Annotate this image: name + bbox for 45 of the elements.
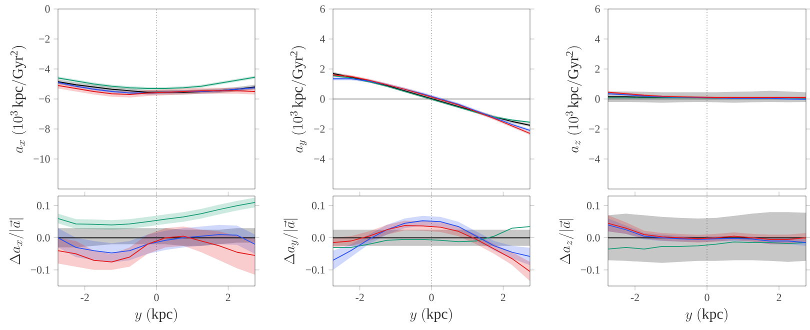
y-axis-title: $\Delta a_y/|\vec{a}|$ — [283, 218, 299, 264]
y-axis-title: $a_y\ (10^3\,\mathrm{kpc/Gyr^2})$ — [290, 46, 307, 153]
y-tick-label: 0 — [45, 5, 50, 13]
y-tick-label: 6 — [595, 5, 600, 13]
y-tick-label: −4 — [39, 65, 50, 73]
y-tick-label: 2 — [595, 65, 600, 73]
y-tick-label: 0.0 — [586, 234, 600, 242]
y-tick-label: 0.1 — [586, 202, 600, 210]
x-axis-title: $y\ (\mathrm{kpc})$ — [135, 308, 177, 322]
y-tick-label: −4 — [314, 155, 326, 163]
y-axis-title: $\Delta a_z/|\vec{a}|$ — [559, 218, 574, 264]
x-axis-title: $y\ (\mathrm{kpc})$ — [686, 308, 728, 322]
x-tick-label: 0 — [704, 294, 710, 302]
y-tick-label: 0 — [320, 95, 325, 103]
y-tick-label: −0.1 — [30, 266, 50, 274]
y-axis-title: $a_z\ (10^3\,\mathrm{kpc/Gyr^2})$ — [566, 46, 582, 152]
y-tick-label: 0.0 — [36, 234, 50, 242]
x-axis-title: $y\ (\mathrm{kpc})$ — [410, 308, 452, 322]
x-tick-label: -2 — [356, 294, 364, 302]
y-tick-label: −2 — [314, 125, 325, 133]
y-tick-label: −10 — [34, 155, 50, 163]
y-tick-label: −2 — [39, 35, 50, 43]
y-tick-label: 0.1 — [36, 202, 50, 210]
y-tick-label: 4 — [320, 35, 326, 43]
y-tick-label: 0.1 — [312, 202, 325, 210]
x-tick-label: 0 — [429, 294, 434, 302]
y-tick-label: −6 — [39, 95, 50, 103]
x-tick-label: 0 — [154, 294, 159, 302]
y-tick-label: −0.1 — [580, 266, 600, 274]
y-axis-title: $a_x\ (10^3\,\mathrm{kpc/Gyr^2})$ — [10, 46, 26, 153]
x-tick-label: -2 — [630, 294, 639, 302]
y-tick-label: 6 — [320, 5, 325, 13]
y-tick-label: −4 — [589, 155, 600, 163]
x-tick-label: 2 — [500, 294, 506, 302]
x-tick-label: 2 — [226, 294, 230, 302]
x-tick-label: 2 — [776, 294, 782, 302]
y-tick-label: −2 — [589, 125, 600, 133]
y-tick-label: 0 — [595, 95, 600, 103]
y-axis-title: $\Delta a_x/|\vec{a}|$ — [9, 218, 24, 264]
y-tick-label: 0.0 — [312, 234, 325, 242]
y-tick-label: 2 — [320, 65, 325, 73]
y-tick-label: −8 — [39, 125, 50, 133]
x-tick-label: -2 — [80, 294, 89, 302]
y-tick-label: 4 — [594, 35, 600, 43]
y-tick-label: −0.1 — [306, 266, 325, 274]
